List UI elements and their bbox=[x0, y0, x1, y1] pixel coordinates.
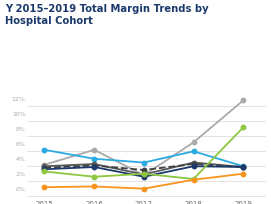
Text: Y 2015–2019 Total Margin Trends by
Hospital Cohort: Y 2015–2019 Total Margin Trends by Hospi… bbox=[5, 4, 209, 27]
